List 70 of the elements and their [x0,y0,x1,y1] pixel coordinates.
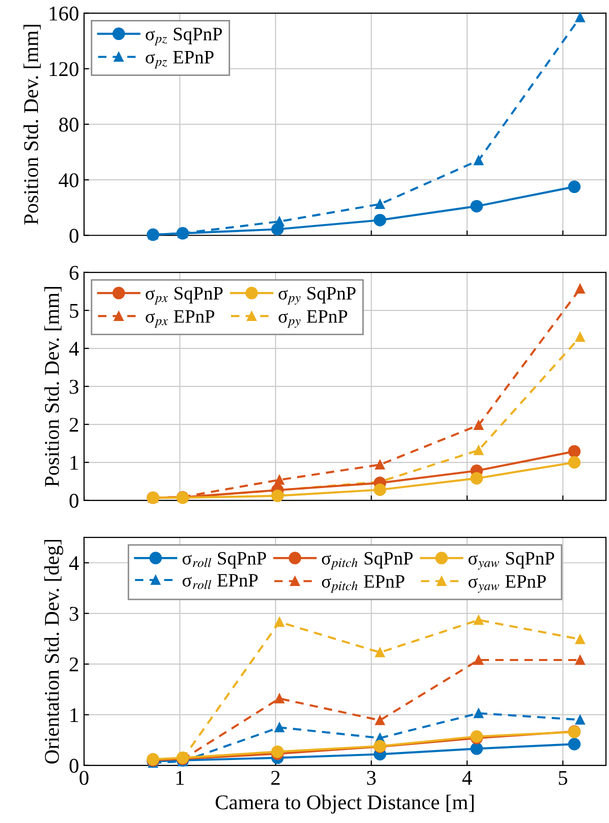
point [374,483,386,496]
point [470,200,483,212]
legend-label: σ$_{roll}$ SqPnP [182,552,266,568]
y-tick-label: 2 [70,658,78,672]
point [575,714,585,725]
x-axis-title: Camera to Object Distance [m] [216,794,474,814]
x-tick-label: 0 [80,770,88,785]
legend-label: σ$_{yaw}$ SqPnP [468,552,554,570]
point [474,445,484,456]
x-tick-label: 3 [367,770,376,785]
point [474,655,484,665]
y-axis-title: Position Std. Dev. [mm] [23,24,41,225]
y-tick-label: 1 [70,456,78,470]
point [568,180,581,194]
point [470,742,483,755]
point [470,472,483,485]
legend-label: σ$_{yaw}$ EPnP [468,575,546,593]
y-tick-label: 80 [59,118,78,132]
point [568,456,581,469]
legend-label: σ$_{py}$ SqPnP [278,287,356,305]
point [575,655,585,665]
point [474,708,484,718]
point [568,445,581,458]
point [575,284,585,294]
point [575,332,585,342]
point [375,199,385,209]
legend-label: σ$_{roll}$ EPnP [182,574,258,590]
point [374,214,386,226]
y-tick-label: 1 [70,708,78,722]
point [474,420,484,430]
legend-label: σ$_{pz}$ EPnP [146,51,214,68]
point [274,722,284,732]
point [375,715,385,726]
y-tick-label: 2 [70,418,78,432]
y-tick-label: 3 [70,380,78,394]
legend-label: σ$_{pitch}$ EPnP [322,575,404,593]
y-tick-label: 5 [70,304,78,318]
point [474,156,484,166]
point [274,617,284,627]
y-tick-label: 0 [70,758,78,773]
point [375,460,385,470]
y-tick-label: 3 [70,606,78,621]
point [474,615,484,625]
x-tick-label: 5 [558,771,568,785]
y-axis-title: Orientation Std. Dev. [deg] [44,540,64,764]
y-tick-label: 0 [70,494,78,508]
x-tick-label: 4 [462,770,472,785]
y-tick-label: 4 [69,556,79,570]
legend-label: σ$_{px}$ EPnP [146,310,214,328]
point [575,634,585,644]
point [271,223,284,236]
legend-label: σ$_{py}$ EPnP [278,310,348,328]
y-axis-title: Position Std. Dev. [mm] [44,287,62,487]
x-tick-label: 2 [271,770,280,785]
y-tick-label: 6 [70,266,79,280]
point [271,490,284,502]
legend-label: σ$_{px}$ SqPnP [146,287,223,305]
point [274,475,284,485]
y-tick-label: 0 [70,228,78,243]
legend-label: σ$_{pitch}$ SqPnP [322,552,413,570]
point [568,738,581,750]
point [375,648,385,658]
y-tick-label: 40 [58,173,78,188]
point [274,694,284,704]
y-tick-label: 120 [50,62,78,76]
y-tick-label: 160 [50,6,78,21]
x-tick-label: 1 [176,770,184,785]
y-tick-label: 4 [69,342,79,356]
point [575,12,585,22]
legend-label: σ$_{pz}$ SqPnP [146,28,222,46]
